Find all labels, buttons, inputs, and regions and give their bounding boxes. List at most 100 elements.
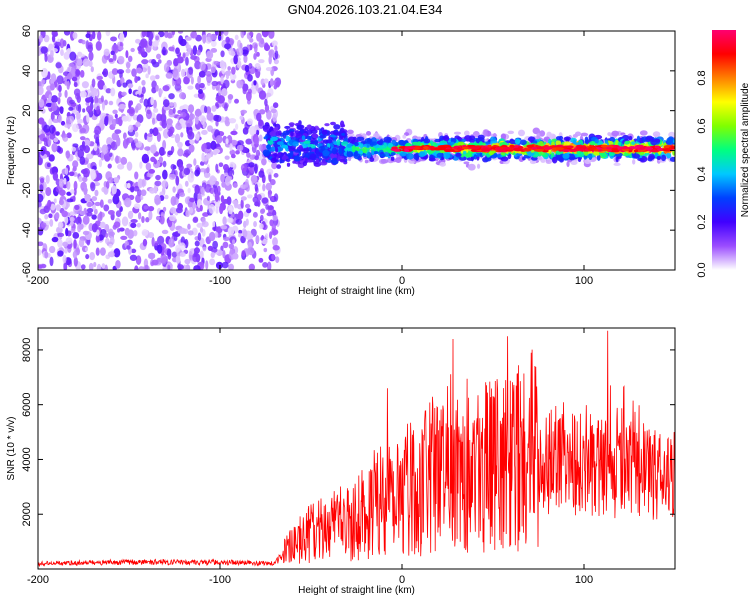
snr-panel: -200 -100 0 100 2000 4000 6000 8000 Height of … — [6, 327, 676, 596]
spectrogram-noise-blob — [156, 53, 162, 60]
spectrogram-noise-blob — [134, 75, 138, 83]
spectrogram-noise-blob — [267, 190, 273, 195]
spectrogram-noise-blob — [240, 235, 246, 244]
spectrogram-noise-blob — [261, 31, 269, 38]
spectrogram-band-peak — [587, 147, 594, 151]
spectrogram-noise-blob — [269, 178, 276, 186]
spectrogram-noise-blob — [45, 102, 53, 108]
spectrogram-noise-blob — [77, 53, 85, 58]
spectrogram-noise-blob — [158, 146, 165, 156]
spectrogram-noise-blob — [233, 183, 238, 188]
spectrogram-noise-blob — [152, 127, 159, 137]
spectrogram-noise-blob — [141, 79, 146, 86]
spectrogram-noise-blob — [107, 198, 113, 204]
spectrogram-noise-blob — [243, 54, 248, 64]
spectrogram-band-cell — [309, 153, 317, 161]
spectrogram-noise-blob — [144, 264, 149, 270]
spectrogram-noise-blob — [91, 196, 98, 202]
spectrogram-noise-blob — [177, 141, 183, 148]
spectrogram-noise-blob — [113, 221, 121, 228]
spectrogram-noise-blob — [162, 169, 168, 180]
spectrogram-band-cell — [500, 133, 507, 140]
spectrogram-noise-blob — [167, 220, 173, 228]
spectrogram-noise-blob — [151, 80, 157, 89]
spectrogram-noise-blob — [59, 38, 65, 49]
spectrogram-noise-blob — [105, 181, 110, 190]
spectrogram-noise-blob — [215, 261, 223, 270]
spectrogram-noise-blob — [159, 191, 165, 197]
spectrogram-noise-blob — [210, 47, 218, 53]
spectrogram-band-cell — [322, 139, 329, 144]
spectrogram-noise-blob — [124, 227, 130, 236]
spectrogram-noise-blob — [141, 229, 149, 237]
spectrogram-noise-blob — [48, 94, 52, 101]
spectrogram-noise-blob — [253, 221, 257, 228]
spectrogram-noise-blob — [233, 199, 239, 209]
spectrogram-noise-blob — [141, 216, 145, 224]
spectrogram-noise-blob — [167, 130, 174, 137]
spectrogram-noise-blob — [50, 73, 57, 82]
spectrogram-band-cell — [565, 137, 570, 143]
spectrogram-noise-blob — [141, 178, 145, 188]
spectrogram-noise-blob — [238, 229, 243, 234]
spectrogram-noise-blob — [130, 248, 137, 254]
spectrogram-noise-blob — [169, 207, 177, 214]
spectrogram-noise-blob — [38, 241, 44, 247]
spectrogram-noise-blob — [135, 38, 141, 44]
spectrogram-noise-blob — [116, 136, 121, 147]
spectrogram-noise-blob — [126, 161, 133, 171]
spectrogram-noise-blob — [240, 196, 247, 201]
snr-y-ticks: 2000 4000 6000 8000 — [21, 338, 675, 526]
spectrogram-noise-blob — [229, 143, 233, 151]
spectrogram-noise-blob — [170, 163, 176, 170]
spectrogram-noise-blob — [196, 49, 201, 56]
spectrogram-band-cell — [653, 138, 661, 143]
spectrogram-noise-blob — [39, 208, 47, 215]
spectrogram-noise-blob — [246, 118, 254, 126]
spectrogram-noise-blob — [168, 108, 174, 115]
spectrogram-band-cell — [294, 149, 301, 153]
spectrogram-noise-blob — [268, 49, 275, 58]
spectrogram-noise-blob — [220, 173, 225, 183]
spectrogram-band-peak — [509, 144, 515, 148]
spectrogram-noise-blob — [112, 194, 120, 205]
spectrogram-noise-blob — [79, 136, 86, 141]
spectrogram-band-cell — [574, 131, 582, 137]
x-tick-label: -200 — [27, 574, 49, 586]
colorbar-tick-label: 0.0 — [696, 262, 708, 277]
spectrogram-noise-blob — [51, 236, 59, 243]
spectrogram-noise-blob — [230, 153, 236, 159]
spectrogram-noise-blob — [57, 97, 61, 105]
spectrogram-band-cell — [484, 156, 492, 162]
spectrogram-noise-blob — [256, 32, 262, 42]
spectrogram-noise-blob — [64, 248, 68, 254]
spectrogram-band-cell — [262, 149, 270, 157]
spectrogram-noise-blob — [213, 186, 219, 195]
spectrogram-noise-blob — [134, 171, 139, 180]
x-tick-label: 100 — [575, 574, 593, 586]
spectrogram-noise-blob — [137, 178, 144, 189]
spectrogram-noise-blob — [250, 247, 255, 254]
spectrogram-noise-blob — [143, 98, 149, 107]
spectrogram-noise-blob — [198, 70, 206, 78]
spectrogram-noise-blob — [146, 172, 151, 178]
spectrogram-noise-blob — [38, 248, 42, 256]
spectrogram-noise-blob — [157, 244, 163, 254]
spectrogram-noise-blob — [242, 229, 248, 238]
spectrogram-noise-blob — [101, 100, 105, 111]
spectrogram-noise-blob — [218, 162, 224, 168]
spectrogram-noise-blob — [61, 210, 68, 218]
spectrogram-noise-blob — [127, 124, 134, 133]
spectrogram-band-peak — [438, 145, 446, 149]
spectrogram-noise-blob — [87, 44, 94, 53]
spectrogram-band-cell — [390, 152, 396, 156]
spectrogram-noise-blob — [112, 53, 117, 62]
spectrogram-noise-blob — [179, 38, 187, 47]
spectrogram-noise-blob — [199, 61, 206, 71]
spectrogram-band-cell — [585, 154, 593, 158]
spectrogram-noise-blob — [96, 75, 103, 81]
spectrogram-band-cell — [466, 157, 474, 161]
spectrogram-noise-blob — [168, 93, 175, 100]
spectrogram-noise-blob — [110, 141, 118, 151]
y-tick-label: 40 — [21, 65, 33, 77]
